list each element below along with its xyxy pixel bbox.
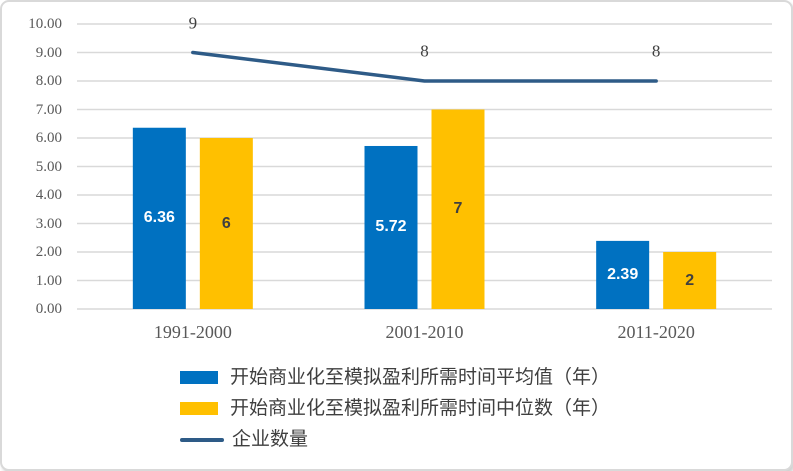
bar-2001-2010 <box>364 145 418 309</box>
bar-1991-2000 <box>132 127 186 310</box>
y-tick-label: 1.00 <box>35 272 62 289</box>
y-tick-label: 6.00 <box>35 130 62 146</box>
data-label: 2.39 <box>607 265 639 283</box>
legend-label-average: 开始商业化至模拟盈利所需时间平均值（年） <box>230 367 611 388</box>
y-tick-label: 4.00 <box>35 187 62 203</box>
y-tick-label: 7.00 <box>35 101 62 118</box>
y-tick-label: 5.00 <box>35 158 62 175</box>
data-label: 5.72 <box>375 218 407 236</box>
legend-item-average-bar: 开始商业化至模拟盈利所需时间平均值（年） <box>180 362 610 393</box>
bar-2001-2010 <box>431 109 485 309</box>
legend-swatch-blue-bar <box>180 371 218 384</box>
y-tick-label: 9.00 <box>35 44 62 61</box>
data-label: 6.36 <box>143 209 175 227</box>
legend-label-company-count: 企业数量 <box>232 429 309 450</box>
company-count-line <box>191 50 658 83</box>
data-label: 9 <box>188 13 198 32</box>
legend-item-median-bar: 开始商业化至模拟盈利所需时间中位数（年） <box>180 393 610 424</box>
data-label: 6 <box>221 214 231 232</box>
data-label: 2 <box>685 271 695 289</box>
y-tick-label: 0.00 <box>35 301 62 317</box>
x-category-label: 2001-2010 <box>385 322 464 342</box>
bar-1991-2000 <box>199 138 253 309</box>
x-category-label: 1991-2000 <box>153 322 232 342</box>
y-tick-label: 8.00 <box>35 73 62 89</box>
legend: 开始商业化至模拟盈利所需时间平均值（年） 开始商业化至模拟盈利所需时间中位数（年… <box>180 362 610 455</box>
y-tick-label: 2.00 <box>35 244 62 260</box>
bar-2011-2020 <box>663 252 717 309</box>
legend-item-company-count-line: 企业数量 <box>180 424 610 455</box>
x-category-label: 2011-2020 <box>617 322 695 342</box>
legend-swatch-navy-line <box>180 437 224 442</box>
y-tick-label: 10.00 <box>28 16 62 32</box>
data-label: 7 <box>453 200 463 218</box>
legend-swatch-yellow-bar <box>180 402 218 415</box>
data-label: 8 <box>420 41 429 61</box>
data-label: 8 <box>651 41 661 61</box>
legend-label-median: 开始商业化至模拟盈利所需时间中位数（年） <box>230 398 611 419</box>
y-tick-label: 3.00 <box>35 215 62 232</box>
bar-2011-2020 <box>596 240 650 309</box>
